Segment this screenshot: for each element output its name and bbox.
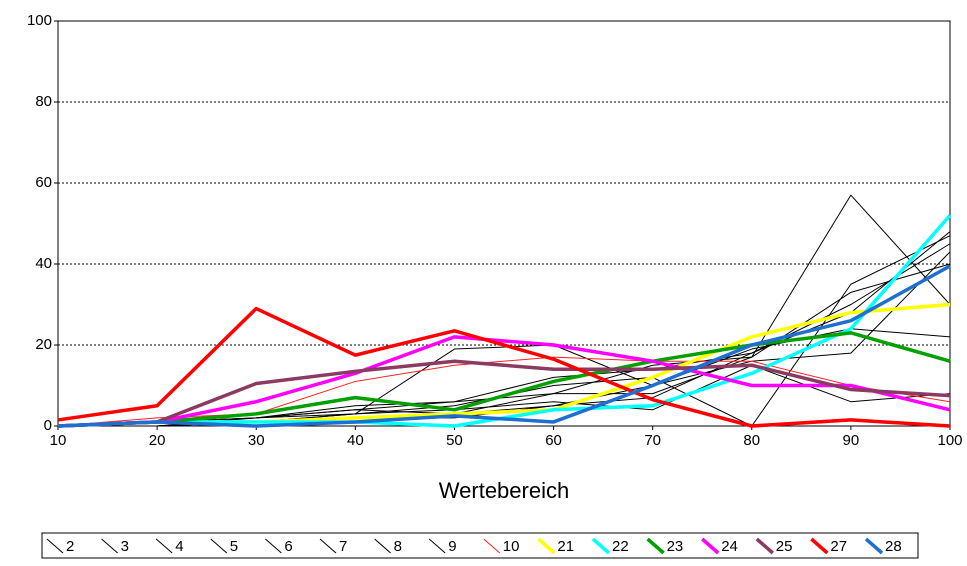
x-tick-label: 90 [843,432,860,449]
legend-label: 7 [339,538,347,555]
series-line [57,335,951,428]
legend-swatch [755,537,774,555]
x-tick-label: 80 [743,432,760,449]
legend-swatch [265,538,282,554]
legend-label: 2 [66,538,74,555]
x-tick-label: 20 [149,432,166,449]
x-tick-label: 30 [248,432,265,449]
series-line [57,359,951,428]
y-tick-label: 100 [27,12,52,29]
legend-swatch [483,538,501,554]
y-tick-label: 0 [44,417,52,434]
legend-label: 27 [830,538,847,555]
legend-swatch [210,538,228,554]
series-line [57,356,951,427]
legend-swatch [101,538,118,554]
legend-label: 6 [284,538,292,555]
series-line [57,306,951,428]
legend-label: 22 [612,538,629,555]
x-tick-label: 60 [545,432,562,449]
legend-swatch [646,537,665,555]
x-tick-label: 50 [446,432,463,449]
legend-label: 23 [667,538,684,555]
y-tick-label: 20 [35,336,52,353]
series-line [57,331,951,428]
legend-swatch [428,538,446,554]
plot-frame [57,20,951,427]
x-tick-label: 100 [937,432,962,449]
legend-label: 5 [230,538,238,555]
legend-label: 9 [448,538,456,555]
series-line [57,264,951,428]
legend-label: 10 [503,538,520,555]
legend-label: 28 [885,538,902,555]
legend-box [41,532,919,559]
y-tick-label: 80 [35,93,52,110]
legend-swatch [810,537,829,555]
legend-swatch [155,538,173,554]
legend-label: 24 [721,538,738,555]
legend-label: 8 [394,538,402,555]
x-tick-label: 40 [347,432,364,449]
legend-swatch [537,537,556,555]
legend-swatch [374,538,391,554]
legend-label: 25 [776,538,793,555]
legend-swatch [591,537,611,555]
legend-swatch [864,537,884,555]
legend-swatch [46,538,64,554]
legend-swatch [701,537,720,555]
x-axis-label: Wertebereich [439,478,569,503]
y-tick-label: 60 [35,174,52,191]
y-tick-label: 40 [35,255,52,272]
legend-label: 3 [121,538,129,555]
x-tick-label: 10 [50,432,67,449]
legend-swatch [319,538,337,554]
legend-label: 21 [557,538,574,555]
legend-label: 4 [175,538,183,555]
x-tick-label: 70 [644,432,661,449]
